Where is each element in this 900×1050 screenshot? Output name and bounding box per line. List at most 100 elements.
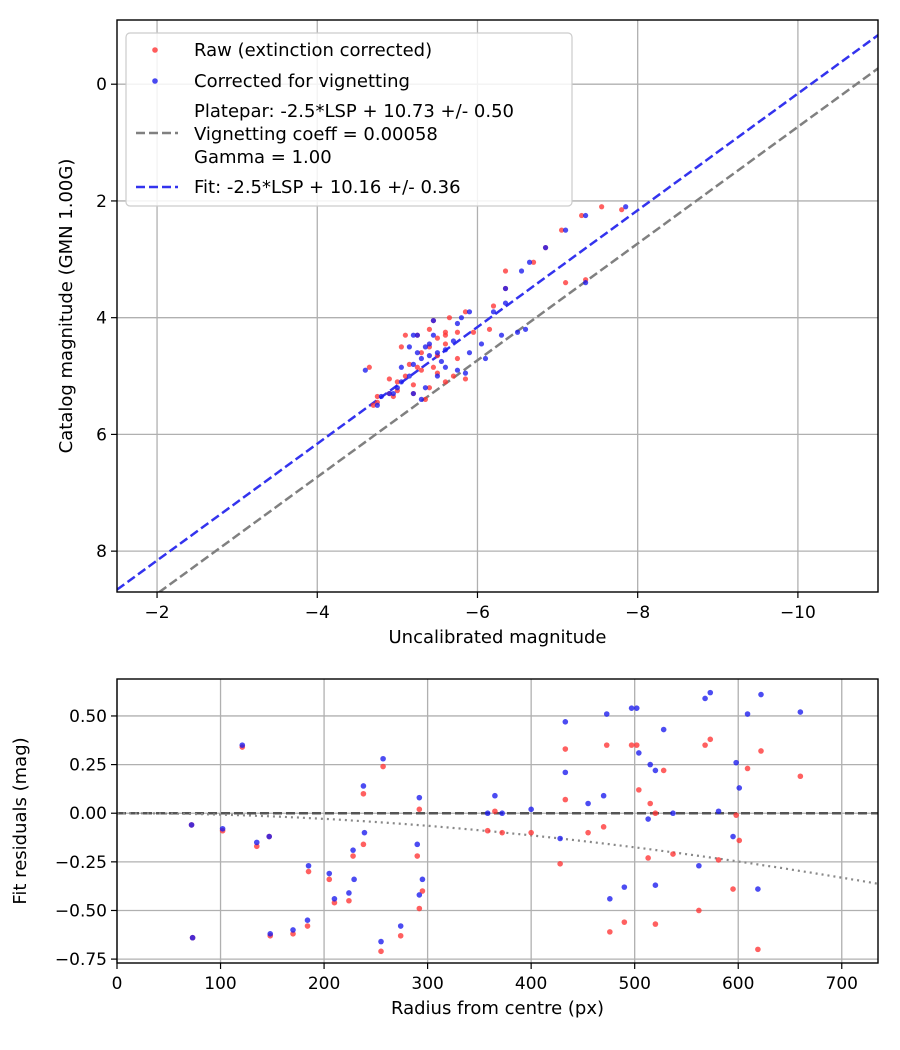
x-tick-label: 400 — [515, 974, 547, 994]
raw-point — [386, 376, 392, 382]
x-tick-label: 0 — [112, 974, 123, 994]
residual-plot-frame — [116, 678, 879, 964]
corrected-residual-point — [562, 718, 569, 725]
corrected-point — [502, 285, 509, 292]
corrected-point — [526, 259, 533, 265]
corrected-point — [410, 361, 416, 367]
raw-point — [418, 350, 424, 356]
corrected-point — [522, 326, 529, 332]
corrected-residual-point — [239, 742, 246, 748]
corrected-residual-point — [744, 711, 751, 717]
calibration-plot: −2 −4 −6 −8 −10 0 2 4 6 8 Uncalibrated magnitude Ca… — [56, 19, 879, 648]
raw-residual-point — [607, 929, 613, 935]
fit-line — [117, 34, 878, 591]
y-tick-label: −0.25 — [55, 853, 107, 873]
raw-residual-point — [652, 810, 659, 817]
raw-residual-point — [670, 851, 676, 857]
corrected-point — [466, 309, 473, 315]
corrected-residual-point — [758, 691, 764, 698]
raw-residual-point — [360, 790, 367, 797]
raw-residual-point — [528, 829, 534, 836]
raw-point — [442, 332, 449, 338]
raw-point — [579, 212, 585, 219]
raw-residual-point — [562, 796, 569, 803]
corrected-residual-point — [219, 825, 226, 832]
raw-residual-point — [600, 824, 607, 830]
corrected-residual-point — [585, 800, 591, 807]
corrected-point — [583, 212, 589, 219]
corrected-point — [386, 390, 392, 397]
legend-box — [125, 32, 573, 207]
vignetting-model-curve — [117, 812, 878, 885]
corrected-residual-point — [397, 923, 404, 929]
raw-point — [442, 379, 449, 385]
x-axis-label: Uncalibrated magnitude — [388, 627, 606, 648]
raw-point — [402, 332, 408, 338]
corrected-residual-point — [645, 816, 651, 822]
corrected-point — [583, 280, 589, 286]
x-tick-label: −6 — [465, 603, 490, 623]
corrected-point — [406, 344, 412, 350]
corrected-residual-point — [755, 886, 761, 892]
raw-residual-point — [557, 860, 563, 867]
corrected-point — [398, 379, 404, 385]
y-tick-label: −0.50 — [55, 901, 107, 921]
plot-area — [117, 34, 878, 592]
y-tick-label: 2 — [96, 192, 107, 212]
corrected-point — [430, 317, 437, 324]
corrected-residual-point — [416, 794, 423, 801]
corrected-residual-point — [188, 822, 195, 828]
x-tick-label: 200 — [308, 974, 340, 994]
corrected-point — [514, 329, 521, 335]
raw-residual-point — [736, 837, 743, 844]
corrected-point — [518, 268, 525, 274]
corrected-point — [374, 402, 380, 408]
legend-corrected-label: Corrected for vignetting — [194, 71, 410, 92]
raw-residual-point — [702, 742, 708, 748]
y-tick-label: −0.75 — [55, 950, 107, 970]
raw-point — [430, 364, 437, 370]
raw-residual-point — [378, 948, 384, 955]
corrected-point — [438, 358, 445, 365]
corrected-residual-point — [305, 862, 312, 869]
corrected-residual-point — [304, 917, 311, 924]
raw-point — [470, 329, 477, 335]
corrected-point — [426, 341, 433, 347]
corrected-residual-point — [499, 810, 505, 817]
corrected-point — [422, 344, 429, 350]
corrected-residual-point — [702, 695, 708, 702]
raw-point — [418, 367, 424, 373]
corrected-residual-point — [266, 833, 273, 840]
legend-raw-marker — [152, 47, 158, 53]
raw-residual-point — [360, 841, 367, 848]
y-axis-label: Fit residuals (mag) — [10, 737, 31, 904]
corrected-residual-point — [189, 934, 196, 941]
corrected-point — [466, 350, 473, 356]
raw-residual-point — [331, 899, 338, 906]
corrected-point — [434, 350, 441, 356]
raw-residual-point — [414, 853, 421, 859]
corrected-point — [450, 338, 457, 344]
raw-residual-point — [346, 897, 352, 904]
corrected-residual-point — [346, 890, 352, 896]
legend: Raw (extinction corrected) Corrected for … — [125, 32, 573, 207]
raw-residual-point — [645, 855, 651, 861]
corrected-point — [418, 355, 424, 362]
y-tick-label: 0.25 — [69, 756, 107, 776]
raw-point — [454, 329, 461, 335]
corrected-point — [454, 367, 461, 373]
corrected-residual-point — [253, 839, 260, 846]
raw-point — [562, 280, 569, 286]
x-axis-label: Radius from centre (px) — [391, 998, 604, 1019]
corrected-residual-point — [351, 876, 357, 883]
raw-residual-point — [730, 886, 736, 892]
corrected-residual-point — [707, 689, 714, 696]
raw-point — [446, 315, 453, 321]
raw-point — [599, 204, 605, 210]
y-axis-label: Catalog magnitude (GMN 1.00G) — [56, 159, 77, 454]
raw-residual-point — [660, 767, 667, 774]
raw-residual-point — [326, 876, 333, 883]
residual-plot-area — [117, 689, 878, 955]
raw-residual-point — [633, 742, 640, 748]
